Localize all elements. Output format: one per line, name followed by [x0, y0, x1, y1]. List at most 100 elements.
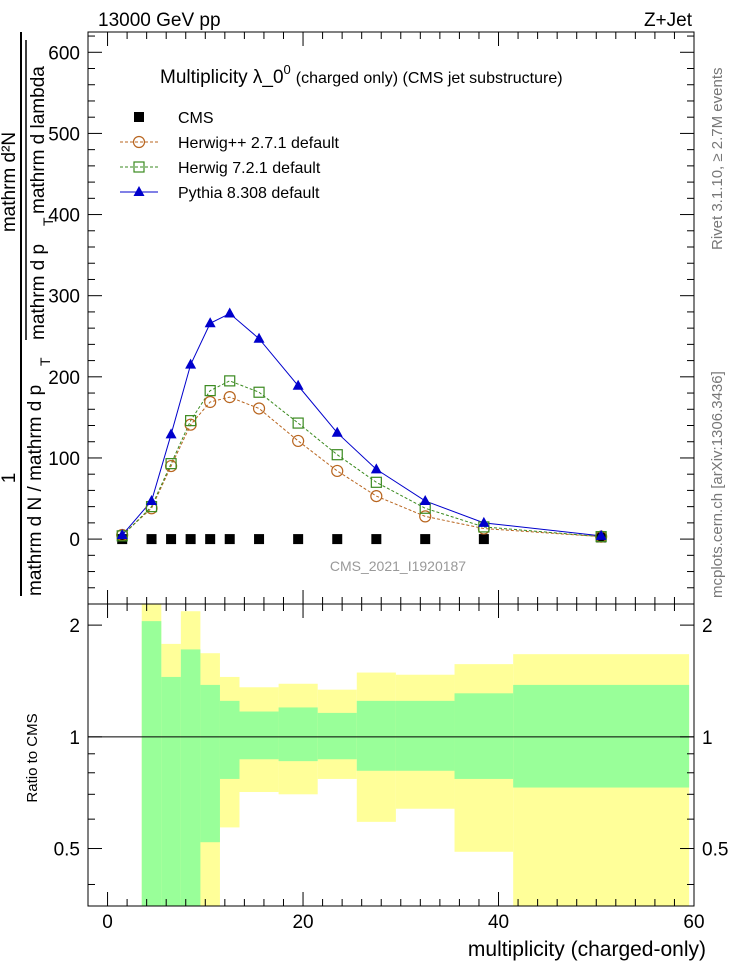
ratio-band-inner: [180, 649, 201, 906]
ratio-band-inner: [454, 693, 514, 779]
main-ytick-label: 600: [48, 43, 80, 64]
header-process-label: Z+Jet: [644, 10, 693, 31]
series-point: [478, 534, 489, 545]
ratio-xtick-label: 20: [292, 912, 313, 933]
series-point: [204, 385, 216, 397]
legend-marker: [132, 135, 146, 149]
series-point: [370, 489, 383, 503]
xlabel: multiplicity (charged-only): [468, 938, 706, 961]
series-point: [292, 434, 305, 448]
ylabel-den-a-sub: T: [37, 357, 53, 366]
series-point: [370, 476, 382, 488]
series-point: [292, 417, 304, 429]
ylabel-num-a: 1: [0, 473, 20, 484]
legend-marker: [134, 112, 144, 122]
chart-title: Multiplicity λ_00 (charged only) (CMS jet…: [160, 62, 563, 88]
series-point: [116, 529, 128, 540]
series-point: [254, 534, 265, 545]
series-line: [121, 396, 602, 538]
legend-label: Pythia 8.308 default: [178, 185, 320, 202]
series-line: [121, 312, 602, 537]
series-point: [223, 391, 236, 404]
series-point: [420, 534, 431, 545]
svg-text:Multiplicity λ_00(charged onl: Multiplicity λ_00 (charged only) (CMS jet…: [160, 62, 563, 88]
mcplots-label: mcplots.cern.ch [arXiv:1306.3436]: [709, 371, 726, 598]
ratio-xtick-label: 60: [683, 912, 704, 933]
ratio-band-inner: [200, 684, 220, 843]
series-point: [370, 463, 382, 474]
ratio-bands: [141, 604, 690, 906]
series-point: [166, 534, 177, 545]
main-ylabel: 1 mathrm d²N mathrm d N / mathrm d p T m…: [0, 32, 56, 596]
series-point: [595, 529, 607, 540]
series-point: [332, 534, 343, 545]
ylabel-den-b-sub: T: [40, 217, 56, 226]
ratio-ytick-label: 0.5: [54, 840, 80, 861]
ratio-xtick-label: 40: [488, 912, 509, 933]
ratio-ylabel: Ratio to CMS: [24, 713, 41, 802]
main-ytick-label: 100: [48, 449, 80, 470]
series-point: [165, 428, 177, 439]
series-point: [371, 534, 382, 545]
title-subtitle: (charged only) (CMS jet substructure): [296, 70, 563, 87]
ratio-band-inner: [278, 707, 318, 762]
series-point: [419, 510, 432, 523]
ratio-band-inner: [141, 621, 162, 906]
series-point: [331, 426, 343, 437]
series-point: [292, 379, 304, 390]
header-energy-label: 13000 GeV pp: [98, 10, 221, 31]
series-point: [253, 386, 265, 398]
legend-label: CMS: [178, 110, 214, 127]
series-point: [253, 332, 265, 343]
ratio-ytick-label-right: 1: [702, 728, 713, 749]
series-point: [293, 534, 304, 545]
rivet-version-label: Rivet 3.1.10, ≥ 2.7M events: [709, 68, 726, 251]
ratio-band-inner: [317, 712, 357, 760]
ratio-band-inner: [161, 676, 181, 906]
series-point: [331, 449, 343, 461]
main-ytick-label: 200: [48, 368, 80, 389]
ratio-band-inner: [356, 700, 396, 771]
analysis-watermark: CMS_2021_I1920187: [330, 558, 466, 574]
main-ytick-label: 500: [48, 124, 80, 145]
series-point: [185, 534, 196, 545]
ylabel-den-a: mathrm d N / mathrm d p: [25, 385, 46, 596]
series-point: [117, 534, 128, 545]
ratio-ytick-label-right: 2: [702, 616, 713, 637]
main-series: [116, 307, 608, 545]
ylabel-num-b: mathrm d²N: [0, 132, 20, 232]
series-line: [121, 380, 602, 538]
legend: CMS Herwig++ 2.7.1 default Herwig 7.2.1 de…: [120, 110, 340, 202]
series-point: [204, 317, 216, 328]
ratio-axes: 0.5 0.51 12 20 20 40 60: [54, 603, 728, 933]
ratio-band-inner: [513, 684, 690, 788]
series-point: [146, 494, 158, 505]
legend-label: Herwig++ 2.7.1 default: [178, 135, 340, 152]
legend-label: Herwig 7.2.1 default: [178, 160, 321, 177]
series-point: [185, 415, 197, 427]
series-point: [224, 375, 236, 387]
title-main: Multiplicity λ_0: [160, 67, 284, 88]
ratio-ytick-label: 1: [69, 728, 80, 749]
series-point: [165, 458, 177, 470]
series-point: [478, 516, 490, 527]
ratio-band-inner: [219, 700, 240, 779]
ratio-band-inner: [239, 711, 279, 760]
main-ytick-label: 400: [48, 206, 80, 227]
legend-marker: [133, 161, 145, 173]
ylabel-den-b-1: mathrm d p: [28, 244, 49, 340]
series-point: [205, 534, 216, 545]
ratio-xtick-label: 0: [102, 912, 113, 933]
main-ytick-label: 300: [48, 287, 80, 308]
main-ytick-label: 0: [69, 530, 80, 551]
series-point: [224, 534, 235, 545]
series-point: [252, 402, 266, 415]
title-sup: 0: [284, 62, 291, 77]
series-point: [419, 494, 431, 505]
ratio-ytick-label: 2: [69, 616, 80, 637]
series-point: [185, 358, 197, 369]
ylabel-den-b-2: mathrm d lambda: [28, 66, 49, 214]
series-point: [146, 534, 157, 545]
main-axes: 0 100 200 300 400 500 600: [48, 31, 695, 605]
